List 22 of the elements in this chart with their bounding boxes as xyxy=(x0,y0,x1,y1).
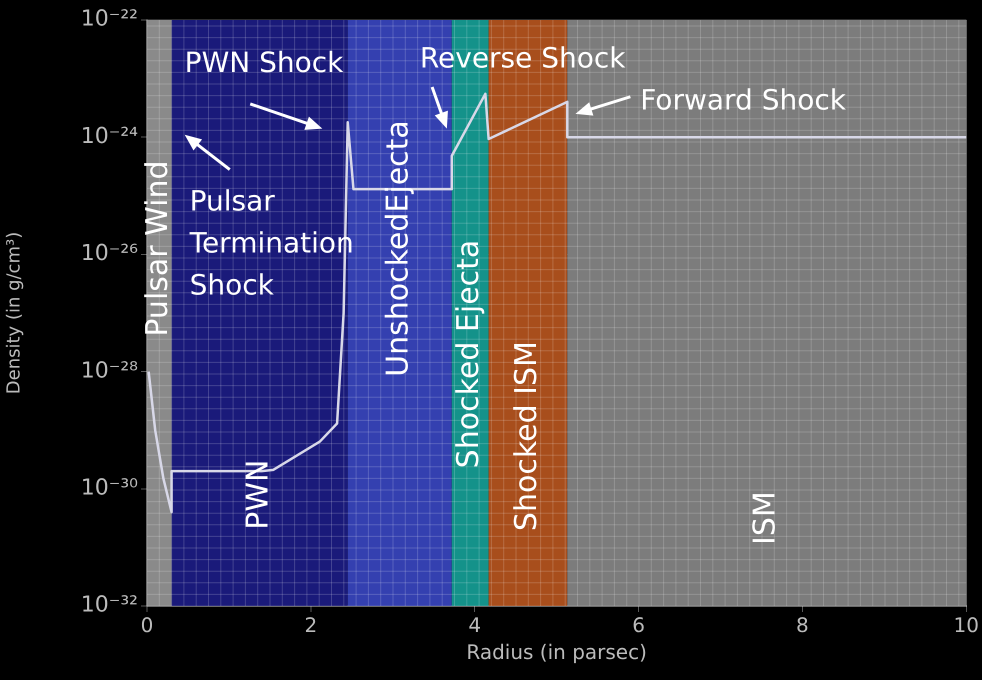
annotation: Forward Shock xyxy=(640,84,847,117)
annotation: PWN Shock xyxy=(184,46,344,79)
x-tick-label: 8 xyxy=(796,613,809,638)
band-label: Pulsar Wind xyxy=(140,160,176,337)
band-label: ISM xyxy=(748,491,783,545)
x-tick-label: 0 xyxy=(140,613,154,638)
band-label: UnshockedEjecta xyxy=(380,120,416,377)
y-tick-label: 10⁻²⁶ xyxy=(80,241,138,266)
x-tick-label: 6 xyxy=(632,613,645,638)
x-tick-label: 2 xyxy=(304,613,318,638)
x-axis-title: Radius (in parsec) xyxy=(466,640,647,664)
band-label: PWN xyxy=(240,460,276,530)
band-label: Shocked Ejecta xyxy=(451,240,486,468)
y-tick-label: 10⁻²⁸ xyxy=(80,358,138,384)
y-axis-title: Density (in g/cm³) xyxy=(3,232,24,394)
x-tick-label: 4 xyxy=(468,613,482,638)
y-tick-label: 10⁻²⁴ xyxy=(80,124,138,149)
band-label: Shocked ISM xyxy=(508,341,544,532)
y-tick-label: 10⁻²² xyxy=(80,6,138,32)
x-tick-label: 10 xyxy=(954,613,979,638)
y-tick-label: 10⁻³⁰ xyxy=(80,476,138,501)
y-tick-label: 10⁻³² xyxy=(80,592,138,618)
